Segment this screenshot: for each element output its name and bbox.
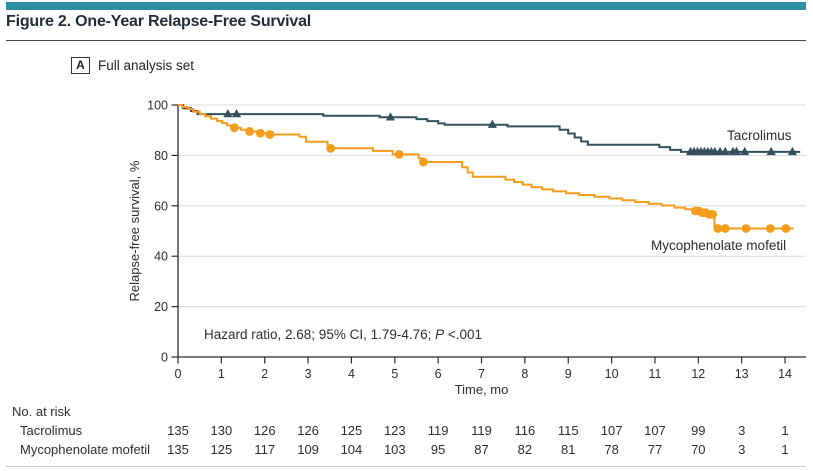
risk-row-label: Mycophenolate mofetil: [20, 442, 150, 457]
censor-mark-circle: [713, 224, 723, 233]
censor-mark-triangle: [231, 109, 242, 118]
series-line-mycophenolate: [178, 104, 794, 230]
x-tick-label: 0: [175, 367, 182, 381]
x-tick-label: 12: [691, 367, 705, 381]
title-divider: [6, 40, 806, 41]
x-tick-label: 7: [478, 367, 485, 381]
x-tick-label: 2: [261, 367, 268, 381]
panel-header: A Full analysis set: [71, 57, 194, 77]
risk-value: 117: [254, 442, 275, 457]
risk-value: 3: [738, 442, 745, 457]
censor-mark-circle: [394, 149, 404, 159]
x-tick-label: 11: [648, 367, 661, 381]
censor-mark-triangle: [731, 146, 742, 156]
censor-mark-triangle: [385, 112, 396, 121]
risk-value: 135: [167, 423, 189, 438]
censor-mark-circle: [255, 128, 265, 138]
risk-value: 104: [341, 442, 363, 457]
censor-mark-circle: [245, 127, 254, 136]
series-label-tacrolimus: Tacrolimus: [727, 128, 792, 143]
risk-value: 81: [561, 442, 575, 457]
y-axis-title: Relapse-free survival, %: [127, 160, 142, 301]
censor-mark-circle: [708, 209, 718, 219]
risk-value: 115: [558, 423, 579, 438]
censor-mark-circle: [229, 123, 239, 133]
risk-value: 87: [474, 442, 488, 457]
risk-value: 82: [518, 442, 532, 457]
y-tick-label: 80: [154, 149, 168, 163]
risk-value: 116: [515, 423, 536, 438]
x-tick-label: 6: [435, 367, 442, 381]
risk-value: 1: [781, 423, 788, 438]
x-tick-label: 5: [391, 367, 398, 381]
censor-mark-triangle: [740, 146, 750, 156]
risk-table-header: No. at risk: [12, 404, 71, 419]
risk-value: 77: [648, 442, 662, 457]
risk-value: 125: [341, 423, 363, 438]
x-tick-label: 10: [605, 367, 619, 381]
x-tick-label: 8: [521, 367, 528, 381]
risk-value: 103: [384, 442, 406, 457]
panel-title: Full analysis set: [98, 58, 195, 74]
accent-bar: [6, 2, 806, 10]
y-tick-label: 60: [154, 199, 168, 213]
x-tick-label: 1: [218, 367, 225, 381]
censor-mark-circle: [265, 130, 275, 139]
censor-mark-triangle: [766, 146, 776, 156]
y-tick-label: 100: [147, 99, 168, 113]
x-tick-label: 3: [305, 367, 312, 381]
risk-value: 119: [428, 423, 449, 438]
series-line-tacrolimus: [178, 104, 801, 153]
x-tick-label: 4: [348, 367, 355, 381]
risk-value: 126: [254, 423, 276, 438]
risk-value: 109: [297, 442, 319, 457]
x-tick-label: 13: [735, 367, 749, 381]
y-tick-label: 20: [154, 300, 168, 314]
x-axis-title: Time, mo: [455, 382, 509, 397]
censor-mark-circle: [419, 157, 428, 167]
risk-value: 107: [601, 423, 623, 438]
risk-value: 70: [691, 442, 705, 457]
risk-value: 107: [644, 423, 666, 438]
x-tick-label: 9: [565, 367, 572, 381]
y-tick-label: 40: [154, 250, 168, 264]
censor-mark-circle: [781, 224, 791, 233]
series-label-mycophenolate: Mycophenolate mofetil: [651, 238, 786, 253]
risk-value: 126: [297, 423, 319, 438]
censor-mark-circle: [765, 224, 775, 233]
censor-mark-triangle: [487, 119, 497, 128]
risk-value: 78: [604, 442, 618, 457]
risk-value: 135: [167, 442, 189, 457]
bottom-divider: [6, 466, 806, 467]
risk-value: 123: [384, 423, 406, 438]
censor-mark-circle: [326, 143, 336, 153]
censor-mark-triangle: [720, 146, 730, 156]
censor-mark-triangle: [787, 146, 798, 156]
risk-value: 1: [781, 442, 788, 457]
risk-row-label: Tacrolimus: [20, 423, 83, 438]
censor-mark-circle: [720, 224, 730, 233]
censor-mark-circle: [741, 224, 751, 233]
figure-title: Figure 2. One-Year Relapse-Free Survival: [6, 13, 312, 30]
risk-value: 130: [211, 423, 233, 438]
risk-value: 125: [211, 442, 233, 457]
x-tick-label: 14: [778, 367, 792, 381]
risk-value: 3: [738, 423, 745, 438]
risk-value: 99: [691, 423, 705, 438]
risk-value: 95: [431, 442, 445, 457]
risk-value: 119: [471, 423, 492, 438]
hazard-ratio-annotation: Hazard ratio, 2.68; 95% CI, 1.79-4.76; P…: [204, 327, 482, 342]
censor-mark-triangle: [223, 109, 233, 118]
y-tick-label: 0: [161, 351, 168, 365]
panel-label-box: A: [71, 57, 90, 75]
